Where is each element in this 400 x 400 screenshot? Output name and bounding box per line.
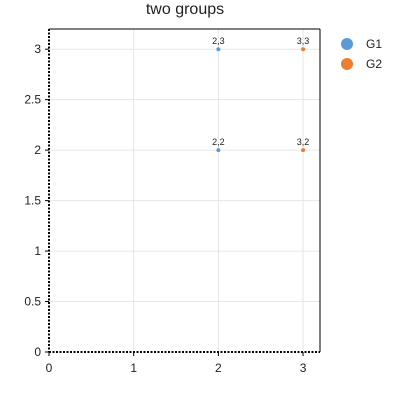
y-tick-label: 0.5 xyxy=(24,295,41,309)
legend-marker-g1 xyxy=(341,38,353,50)
data-point-g1-1[interactable] xyxy=(216,148,221,153)
y-tick-label: 2 xyxy=(34,143,41,157)
data-point-g1-0[interactable] xyxy=(216,47,221,52)
y-tick-label: 3 xyxy=(34,42,41,56)
x-tick-label: 1 xyxy=(130,361,137,375)
legend-label-g2: G2 xyxy=(366,57,382,71)
data-point-label: 2,3 xyxy=(212,36,225,46)
x-tick-label: 0 xyxy=(46,361,53,375)
axes xyxy=(48,28,321,353)
chart-title: two groups xyxy=(146,1,224,18)
legend-marker-g2 xyxy=(341,58,353,70)
data-point-label: 3,3 xyxy=(297,36,310,46)
y-tick-label: 1.5 xyxy=(24,194,41,208)
x-tick-label: 3 xyxy=(300,361,307,375)
data-point-g2-0[interactable] xyxy=(301,47,306,52)
data-point-g2-1[interactable] xyxy=(301,148,306,153)
y-tick-label: 2.5 xyxy=(24,93,41,107)
data-point-label: 2,2 xyxy=(212,137,225,147)
data-point-label: 3,2 xyxy=(297,137,310,147)
y-tick-label: 1 xyxy=(34,244,41,258)
data-points: 2,3 2,2 3,3 3,2 xyxy=(212,36,310,153)
legend-label-g1: G1 xyxy=(366,37,382,51)
x-tick-label: 2 xyxy=(215,361,222,375)
y-tick-label: 0 xyxy=(34,345,41,359)
tick-labels: 0 1 2 3 0 0.5 1 1.5 2 2.5 3 xyxy=(24,42,306,375)
grid-lines xyxy=(49,29,320,352)
